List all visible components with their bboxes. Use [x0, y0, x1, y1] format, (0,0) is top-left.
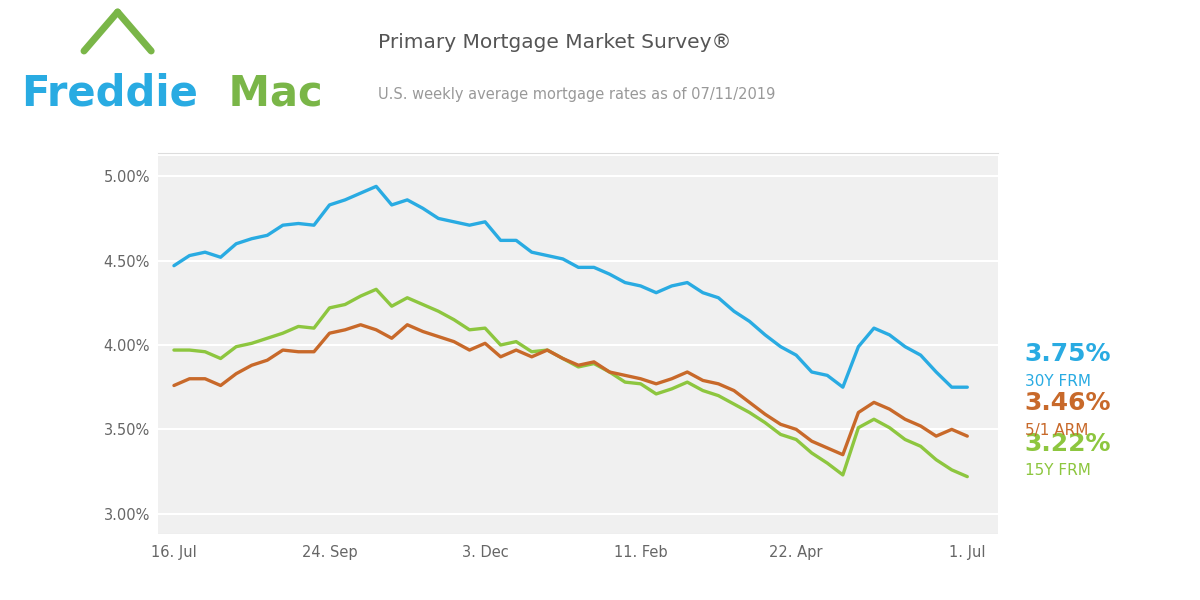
Text: Primary Mortgage Market Survey®: Primary Mortgage Market Survey®: [378, 33, 732, 52]
Text: 15Y FRM: 15Y FRM: [1025, 463, 1091, 478]
Text: U.S. weekly average mortgage rates as of 07/11/2019: U.S. weekly average mortgage rates as of…: [378, 87, 775, 102]
Text: Mac: Mac: [214, 72, 323, 114]
Text: 5/1 ARM: 5/1 ARM: [1025, 422, 1088, 437]
Text: Freddie: Freddie: [22, 72, 198, 114]
Text: 3.22%: 3.22%: [1025, 431, 1111, 455]
Text: 3.75%: 3.75%: [1025, 342, 1111, 366]
Text: 3.46%: 3.46%: [1025, 391, 1111, 415]
Text: 30Y FRM: 30Y FRM: [1025, 374, 1091, 389]
